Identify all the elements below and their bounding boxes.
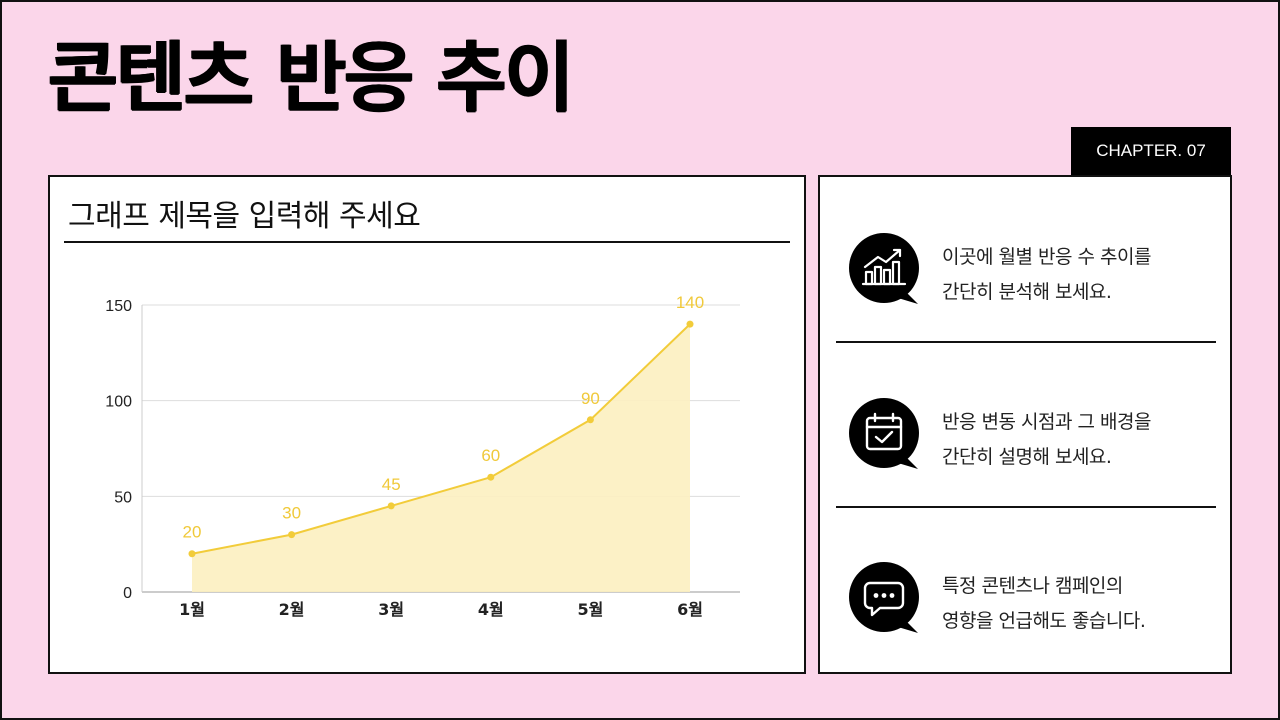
chart-title: 그래프 제목을 입력해 주세요 — [68, 199, 421, 234]
data-label: 30 — [282, 504, 301, 523]
data-point — [188, 550, 196, 558]
bar-chart-growth-icon — [849, 233, 919, 304]
info-text: 반응 변동 시점과 그 배경을 간단히 설명해 보세요. — [942, 405, 1212, 475]
y-tick-label: 0 — [123, 585, 132, 602]
info-line: 특정 콘텐츠나 캠페인의 — [942, 575, 1123, 597]
data-point — [288, 531, 296, 539]
x-tick-label: 1월 — [179, 600, 205, 619]
data-point — [586, 416, 594, 424]
chapter-tag: CHAPTER. 07 — [1071, 127, 1231, 175]
info-line: 영향을 언급해도 좋습니다. — [942, 610, 1146, 632]
data-label: 45 — [382, 475, 401, 494]
data-label: 140 — [676, 293, 704, 312]
chat-bubble-dots-icon — [849, 562, 919, 633]
calendar-check-icon — [849, 398, 919, 469]
x-tick-label: 4월 — [478, 600, 504, 619]
divider — [836, 506, 1216, 508]
info-line: 간단히 분석해 보세요. — [942, 281, 1112, 303]
y-tick-label: 150 — [105, 298, 132, 315]
info-line: 이곳에 월별 반응 수 추이를 — [942, 246, 1151, 268]
info-text: 특정 콘텐츠나 캠페인의 영향을 언급해도 좋습니다. — [942, 569, 1212, 639]
area-chart: 0 50 100 150 20 30 45 60 90 140 1월 2월 3월 4월 5월 6월 — [105, 293, 740, 619]
data-label: 60 — [481, 446, 500, 465]
data-point — [387, 502, 395, 510]
info-line: 간단히 설명해 보세요. — [942, 446, 1112, 468]
x-tick-label: 6월 — [677, 600, 703, 619]
page-title: 콘텐츠 반응 추이 — [48, 33, 574, 122]
data-point — [686, 320, 694, 328]
info-item-campaign: 특정 콘텐츠나 캠페인의 영향을 언급해도 좋습니다. — [820, 551, 1230, 641]
y-tick-label: 100 — [105, 394, 132, 411]
info-text: 이곳에 월별 반응 수 추이를 간단히 분석해 보세요. — [942, 240, 1212, 310]
data-label: 20 — [183, 523, 202, 542]
x-tick-label: 2월 — [279, 600, 305, 619]
series-area — [192, 324, 690, 592]
series-line — [191, 323, 691, 555]
chart-title-rule — [64, 241, 790, 243]
x-tick-label: 3월 — [378, 600, 404, 619]
y-tick-label: 50 — [114, 489, 132, 506]
info-item-timing: 반응 변동 시점과 그 배경을 간단히 설명해 보세요. — [820, 387, 1230, 477]
info-card: 이곳에 월별 반응 수 추이를 간단히 분석해 보세요. 반응 변동 시점과 그… — [818, 175, 1232, 674]
chart-card: 그래프 제목을 입력해 주세요 0 50 100 150 20 30 45 60 90 140 1월… — [48, 175, 806, 674]
info-line: 반응 변동 시점과 그 배경을 — [942, 411, 1151, 433]
data-point — [487, 473, 495, 481]
divider — [836, 341, 1216, 343]
info-item-analysis: 이곳에 월별 반응 수 추이를 간단히 분석해 보세요. — [820, 222, 1230, 312]
data-label: 90 — [581, 389, 600, 408]
x-tick-label: 5월 — [577, 600, 603, 619]
